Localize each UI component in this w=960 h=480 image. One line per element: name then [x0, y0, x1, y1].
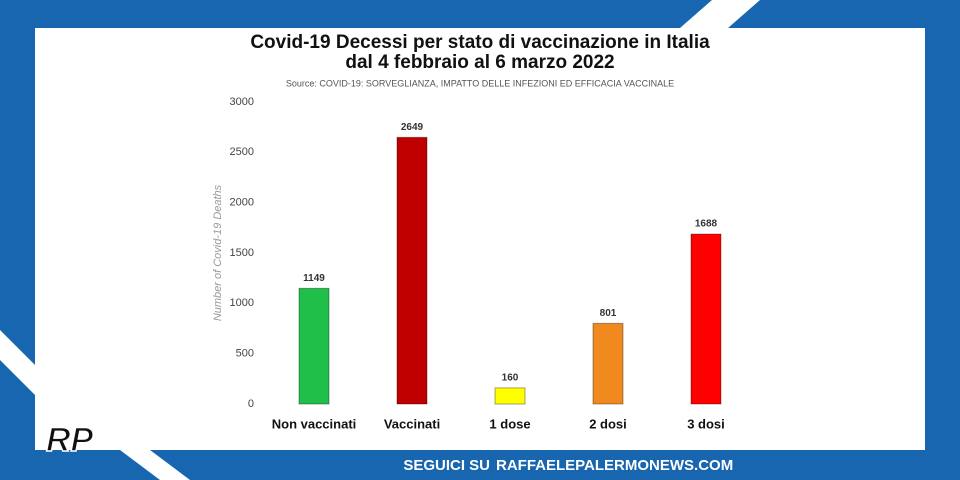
x-tick-label: Vaccinati [384, 416, 440, 431]
value-label: 1149 [303, 273, 325, 284]
value-label: 1688 [695, 219, 718, 230]
y-tick-label: 1500 [230, 247, 254, 259]
bar [298, 287, 330, 405]
y-tick-label: 500 [236, 348, 254, 360]
bar [396, 136, 428, 405]
panel [35, 28, 925, 450]
x-tick-label: 3 dosi [687, 416, 725, 431]
y-tick-label: 0 [248, 398, 254, 410]
chart-title: Covid-19 Decessi per stato di vaccinazio… [250, 32, 710, 53]
footer-prefix: SEGUICI SU [403, 457, 490, 474]
value-label: 2649 [401, 122, 424, 133]
bar [592, 322, 624, 405]
stripe [120, 450, 190, 480]
stripe [0, 330, 35, 395]
y-tick-label: 1000 [230, 297, 254, 309]
chart-subtitle: dal 4 febbraio al 6 marzo 2022 [345, 52, 614, 73]
logo: RP [46, 421, 94, 459]
chart-source: Source: COVID-19: SORVEGLIANZA, IMPATTO … [286, 78, 674, 88]
value-label: 160 [502, 373, 519, 384]
x-tick-label: 2 dosi [589, 416, 627, 431]
y-tick-label: 2000 [230, 197, 254, 209]
x-tick-label: Non vaccinati [272, 416, 357, 431]
y-axis-label: Number of Covid-19 Deaths [212, 184, 224, 321]
bar [494, 387, 526, 405]
value-label: 801 [600, 308, 617, 319]
y-tick-label: 2500 [230, 146, 254, 158]
footer-site: RAFFAELEPALERMONEWS.COM [496, 457, 733, 474]
y-tick-label: 3000 [230, 96, 254, 108]
bar [690, 233, 722, 405]
x-tick-label: 1 dose [489, 416, 530, 431]
stripe [680, 0, 760, 28]
